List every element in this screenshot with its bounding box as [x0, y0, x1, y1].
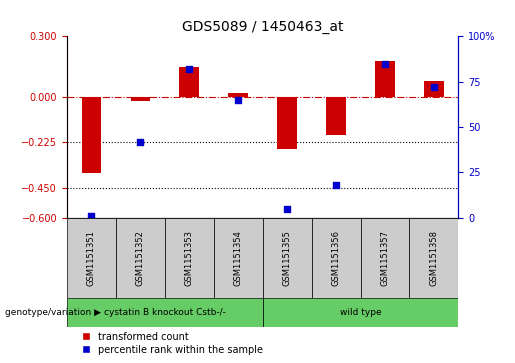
- Bar: [82, 97, 101, 174]
- Text: GSM1151356: GSM1151356: [332, 230, 340, 286]
- Bar: [263, 218, 312, 298]
- Text: GSM1151358: GSM1151358: [430, 230, 438, 286]
- Text: GSM1151355: GSM1151355: [283, 230, 291, 286]
- Bar: [263, 298, 458, 327]
- Bar: [131, 97, 150, 101]
- Bar: [67, 218, 116, 298]
- Point: [332, 182, 340, 188]
- Point: [136, 139, 144, 144]
- Point: [381, 61, 389, 66]
- Text: GSM1151351: GSM1151351: [87, 230, 96, 286]
- Point: [430, 84, 438, 90]
- Legend: transformed count, percentile rank within the sample: transformed count, percentile rank withi…: [82, 331, 263, 355]
- Point: [185, 66, 194, 72]
- Bar: [360, 218, 409, 298]
- Bar: [180, 66, 199, 97]
- Bar: [229, 93, 248, 97]
- Bar: [424, 81, 444, 97]
- Text: cystatin B knockout Cstb-/-: cystatin B knockout Cstb-/-: [104, 308, 226, 317]
- Bar: [67, 298, 263, 327]
- Text: wild type: wild type: [340, 308, 381, 317]
- Bar: [214, 218, 263, 298]
- Bar: [375, 61, 395, 97]
- Title: GDS5089 / 1450463_at: GDS5089 / 1450463_at: [182, 20, 344, 34]
- Bar: [312, 218, 360, 298]
- Text: genotype/variation ▶: genotype/variation ▶: [5, 308, 101, 317]
- Bar: [165, 218, 214, 298]
- Point: [88, 213, 96, 219]
- Bar: [327, 97, 346, 135]
- Text: GSM1151357: GSM1151357: [381, 230, 389, 286]
- Point: [234, 97, 242, 103]
- Point: [283, 206, 291, 212]
- Text: GSM1151352: GSM1151352: [136, 230, 145, 286]
- Bar: [278, 97, 297, 149]
- Bar: [116, 218, 165, 298]
- Bar: [409, 218, 458, 298]
- Text: GSM1151354: GSM1151354: [234, 230, 243, 286]
- Text: GSM1151353: GSM1151353: [185, 230, 194, 286]
